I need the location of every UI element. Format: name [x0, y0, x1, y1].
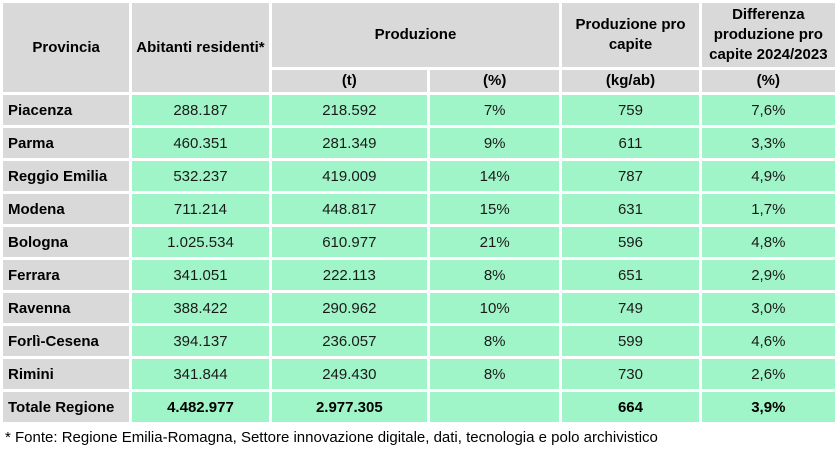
abitanti-value: 288.187 [132, 95, 269, 125]
abitanti-value: 1.025.534 [132, 227, 269, 257]
pro-capite-value: 749 [562, 293, 699, 323]
header-abitanti: Abitanti residenti* [132, 3, 269, 92]
province-name: Rimini [3, 359, 130, 389]
abitanti-value: 341.844 [132, 359, 269, 389]
abitanti-value: 532.237 [132, 161, 269, 191]
table-row-total: Totale Regione 4.482.977 2.977.305 664 3… [3, 392, 835, 422]
province-name: Parma [3, 128, 130, 158]
produzione-t-value: 290.962 [271, 293, 427, 323]
table-row: Ravenna 388.422 290.962 10% 749 3,0% [3, 293, 835, 323]
table-row: Bologna 1.025.534 610.977 21% 596 4,8% [3, 227, 835, 257]
differenza-value: 4,9% [701, 161, 835, 191]
province-name: Piacenza [3, 95, 130, 125]
differenza-value: 4,6% [701, 326, 835, 356]
produzione-pct-value: 21% [430, 227, 560, 257]
table-row: Piacenza 288.187 218.592 7% 759 7,6% [3, 95, 835, 125]
differenza-value: 4,8% [701, 227, 835, 257]
subheader-kg-ab: (kg/ab) [562, 70, 699, 92]
province-name: Reggio Emilia [3, 161, 130, 191]
total-pro-capite-value: 664 [562, 392, 699, 422]
pro-capite-value: 631 [562, 194, 699, 224]
header-row-sub: (t) (%) (kg/ab) (%) [3, 70, 835, 92]
pro-capite-value: 651 [562, 260, 699, 290]
abitanti-value: 394.137 [132, 326, 269, 356]
abitanti-value: 388.422 [132, 293, 269, 323]
table-row: Reggio Emilia 532.237 419.009 14% 787 4,… [3, 161, 835, 191]
header-differenza: Differenza produzione pro capite 2024/20… [701, 3, 835, 67]
subheader-percent: (%) [430, 70, 560, 92]
differenza-value: 7,6% [701, 95, 835, 125]
table-row: Modena 711.214 448.817 15% 631 1,7% [3, 194, 835, 224]
table-row: Rimini 341.844 249.430 8% 730 2,6% [3, 359, 835, 389]
differenza-value: 3,0% [701, 293, 835, 323]
produzione-pct-value: 7% [430, 95, 560, 125]
produzione-pct-value: 15% [430, 194, 560, 224]
abitanti-value: 460.351 [132, 128, 269, 158]
produzione-pct-value: 10% [430, 293, 560, 323]
pro-capite-value: 596 [562, 227, 699, 257]
produzione-t-value: 222.113 [271, 260, 427, 290]
produzione-pct-value: 9% [430, 128, 560, 158]
pro-capite-value: 599 [562, 326, 699, 356]
abitanti-value: 711.214 [132, 194, 269, 224]
total-produzione-pct-value [430, 392, 560, 422]
pro-capite-value: 730 [562, 359, 699, 389]
pro-capite-value: 611 [562, 128, 699, 158]
produzione-t-value: 249.430 [271, 359, 427, 389]
abitanti-value: 341.051 [132, 260, 269, 290]
total-produzione-t-value: 2.977.305 [271, 392, 427, 422]
table-row: Parma 460.351 281.349 9% 611 3,3% [3, 128, 835, 158]
province-name: Forlì-Cesena [3, 326, 130, 356]
produzione-t-value: 610.977 [271, 227, 427, 257]
produzione-t-value: 419.009 [271, 161, 427, 191]
produzione-pct-value: 14% [430, 161, 560, 191]
produzione-pct-value: 8% [430, 359, 560, 389]
produzione-t-value: 448.817 [271, 194, 427, 224]
header-produzione: Produzione [271, 3, 560, 67]
subheader-diff-percent: (%) [701, 70, 835, 92]
differenza-value: 3,3% [701, 128, 835, 158]
table-row: Ferrara 341.051 222.113 8% 651 2,9% [3, 260, 835, 290]
produzione-t-value: 281.349 [271, 128, 427, 158]
province-name: Ferrara [3, 260, 130, 290]
produzione-t-value: 236.057 [271, 326, 427, 356]
header-pro-capite: Produzione pro capite [562, 3, 699, 67]
province-name: Bologna [3, 227, 130, 257]
total-differenza-value: 3,9% [701, 392, 835, 422]
produzione-t-value: 218.592 [271, 95, 427, 125]
header-provincia: Provincia [3, 3, 130, 92]
source-footnote: * Fonte: Regione Emilia-Romagna, Settore… [5, 429, 658, 446]
pro-capite-value: 787 [562, 161, 699, 191]
total-label: Totale Regione [3, 392, 130, 422]
differenza-value: 2,9% [701, 260, 835, 290]
differenza-value: 1,7% [701, 194, 835, 224]
header-row-main: Provincia Abitanti residenti* Produzione… [3, 3, 835, 92]
production-table: Provincia Abitanti residenti* Produzione… [3, 3, 835, 422]
produzione-pct-value: 8% [430, 260, 560, 290]
province-name: Ravenna [3, 293, 130, 323]
province-name: Modena [3, 194, 130, 224]
subheader-tonnes: (t) [271, 70, 427, 92]
produzione-pct-value: 8% [430, 326, 560, 356]
table-row: Forlì-Cesena 394.137 236.057 8% 599 4,6% [3, 326, 835, 356]
pro-capite-value: 759 [562, 95, 699, 125]
differenza-value: 2,6% [701, 359, 835, 389]
total-abitanti-value: 4.482.977 [132, 392, 269, 422]
